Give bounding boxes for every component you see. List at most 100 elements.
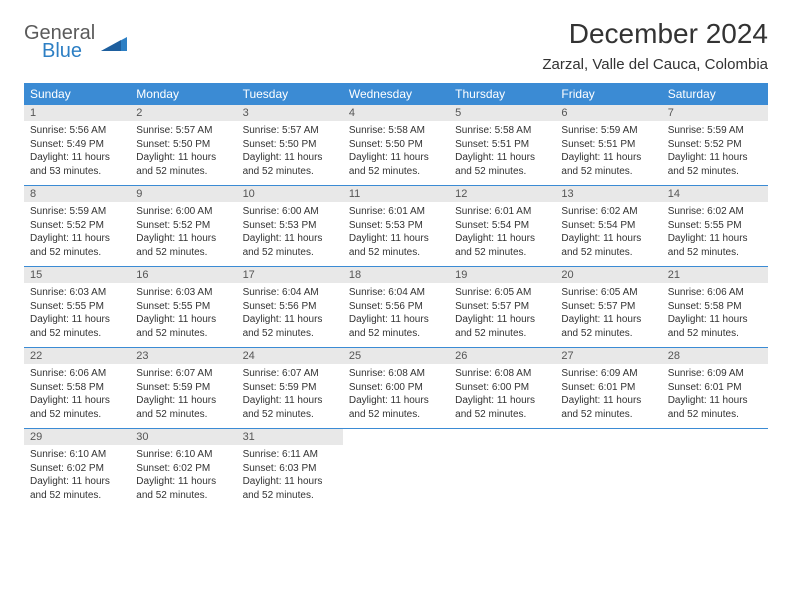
sunset-line: Sunset: 5:52 PM	[668, 138, 762, 152]
daylight-line: Daylight: 11 hours and 52 minutes.	[668, 151, 762, 178]
daylight-line: Daylight: 11 hours and 52 minutes.	[243, 394, 337, 421]
day-body: Sunrise: 6:09 AMSunset: 6:01 PMDaylight:…	[662, 364, 768, 427]
sunset-line: Sunset: 5:58 PM	[30, 381, 124, 395]
day-body: Sunrise: 6:11 AMSunset: 6:03 PMDaylight:…	[237, 445, 343, 508]
day-body: Sunrise: 6:01 AMSunset: 5:54 PMDaylight:…	[449, 202, 555, 265]
sunrise-line: Sunrise: 6:08 AM	[349, 367, 443, 381]
sunrise-line: Sunrise: 6:07 AM	[243, 367, 337, 381]
day-cell: 28Sunrise: 6:09 AMSunset: 6:01 PMDayligh…	[662, 348, 768, 428]
day-body: Sunrise: 5:59 AMSunset: 5:51 PMDaylight:…	[555, 121, 661, 184]
sunset-line: Sunset: 5:55 PM	[668, 219, 762, 233]
day-number: 31	[237, 429, 343, 445]
day-body: Sunrise: 5:57 AMSunset: 5:50 PMDaylight:…	[130, 121, 236, 184]
sunrise-line: Sunrise: 6:10 AM	[136, 448, 230, 462]
day-cell: 4Sunrise: 5:58 AMSunset: 5:50 PMDaylight…	[343, 105, 449, 185]
week-row: 15Sunrise: 6:03 AMSunset: 5:55 PMDayligh…	[24, 267, 768, 348]
sunset-line: Sunset: 5:56 PM	[243, 300, 337, 314]
daylight-line: Daylight: 11 hours and 52 minutes.	[455, 313, 549, 340]
sunset-line: Sunset: 6:01 PM	[561, 381, 655, 395]
day-cell: 5Sunrise: 5:58 AMSunset: 5:51 PMDaylight…	[449, 105, 555, 185]
day-number: 13	[555, 186, 661, 202]
weekday-tuesday: Tuesday	[237, 83, 343, 105]
day-cell: 19Sunrise: 6:05 AMSunset: 5:57 PMDayligh…	[449, 267, 555, 347]
sunset-line: Sunset: 5:59 PM	[243, 381, 337, 395]
sunset-line: Sunset: 5:50 PM	[243, 138, 337, 152]
day-cell: 16Sunrise: 6:03 AMSunset: 5:55 PMDayligh…	[130, 267, 236, 347]
sunset-line: Sunset: 5:53 PM	[349, 219, 443, 233]
daylight-line: Daylight: 11 hours and 52 minutes.	[136, 232, 230, 259]
sunrise-line: Sunrise: 6:02 AM	[561, 205, 655, 219]
sunset-line: Sunset: 5:51 PM	[561, 138, 655, 152]
day-number: 11	[343, 186, 449, 202]
sunset-line: Sunset: 6:03 PM	[243, 462, 337, 476]
sunset-line: Sunset: 5:54 PM	[455, 219, 549, 233]
day-number: 22	[24, 348, 130, 364]
day-cell: 25Sunrise: 6:08 AMSunset: 6:00 PMDayligh…	[343, 348, 449, 428]
calendar: Sunday Monday Tuesday Wednesday Thursday…	[24, 83, 768, 509]
weekday-sunday: Sunday	[24, 83, 130, 105]
daylight-line: Daylight: 11 hours and 52 minutes.	[243, 232, 337, 259]
logo-triangle-icon	[101, 33, 127, 56]
day-number: 18	[343, 267, 449, 283]
sunrise-line: Sunrise: 6:06 AM	[668, 286, 762, 300]
daylight-line: Daylight: 11 hours and 52 minutes.	[30, 394, 124, 421]
day-body: Sunrise: 6:06 AMSunset: 5:58 PMDaylight:…	[662, 283, 768, 346]
day-number: 29	[24, 429, 130, 445]
daylight-line: Daylight: 11 hours and 52 minutes.	[668, 232, 762, 259]
day-cell: 20Sunrise: 6:05 AMSunset: 5:57 PMDayligh…	[555, 267, 661, 347]
sunset-line: Sunset: 5:49 PM	[30, 138, 124, 152]
day-body: Sunrise: 5:59 AMSunset: 5:52 PMDaylight:…	[24, 202, 130, 265]
sunset-line: Sunset: 5:52 PM	[30, 219, 124, 233]
sunset-line: Sunset: 5:54 PM	[561, 219, 655, 233]
day-body: Sunrise: 5:58 AMSunset: 5:51 PMDaylight:…	[449, 121, 555, 184]
day-number: 26	[449, 348, 555, 364]
sunset-line: Sunset: 5:53 PM	[243, 219, 337, 233]
day-body: Sunrise: 6:08 AMSunset: 6:00 PMDaylight:…	[343, 364, 449, 427]
day-cell: .	[449, 429, 555, 509]
weekday-thursday: Thursday	[449, 83, 555, 105]
daylight-line: Daylight: 11 hours and 52 minutes.	[243, 313, 337, 340]
day-number: 16	[130, 267, 236, 283]
sunrise-line: Sunrise: 6:03 AM	[30, 286, 124, 300]
sunrise-line: Sunrise: 5:59 AM	[668, 124, 762, 138]
daylight-line: Daylight: 11 hours and 52 minutes.	[30, 232, 124, 259]
weekday-header-row: Sunday Monday Tuesday Wednesday Thursday…	[24, 83, 768, 105]
day-cell: 10Sunrise: 6:00 AMSunset: 5:53 PMDayligh…	[237, 186, 343, 266]
sunrise-line: Sunrise: 6:11 AM	[243, 448, 337, 462]
sunrise-line: Sunrise: 6:00 AM	[136, 205, 230, 219]
day-cell: 21Sunrise: 6:06 AMSunset: 5:58 PMDayligh…	[662, 267, 768, 347]
day-number: 23	[130, 348, 236, 364]
sunrise-line: Sunrise: 6:07 AM	[136, 367, 230, 381]
day-number: 1	[24, 105, 130, 121]
day-body: Sunrise: 6:03 AMSunset: 5:55 PMDaylight:…	[130, 283, 236, 346]
day-body: Sunrise: 6:10 AMSunset: 6:02 PMDaylight:…	[130, 445, 236, 508]
sunset-line: Sunset: 5:57 PM	[561, 300, 655, 314]
day-body: Sunrise: 6:08 AMSunset: 6:00 PMDaylight:…	[449, 364, 555, 427]
day-number: 25	[343, 348, 449, 364]
sunrise-line: Sunrise: 6:05 AM	[455, 286, 549, 300]
week-row: 29Sunrise: 6:10 AMSunset: 6:02 PMDayligh…	[24, 429, 768, 509]
day-cell: 14Sunrise: 6:02 AMSunset: 5:55 PMDayligh…	[662, 186, 768, 266]
day-cell: 23Sunrise: 6:07 AMSunset: 5:59 PMDayligh…	[130, 348, 236, 428]
daylight-line: Daylight: 11 hours and 52 minutes.	[561, 313, 655, 340]
sunset-line: Sunset: 5:59 PM	[136, 381, 230, 395]
day-number: 17	[237, 267, 343, 283]
day-body: Sunrise: 6:10 AMSunset: 6:02 PMDaylight:…	[24, 445, 130, 508]
day-number: 6	[555, 105, 661, 121]
day-cell: 3Sunrise: 5:57 AMSunset: 5:50 PMDaylight…	[237, 105, 343, 185]
day-body: Sunrise: 5:59 AMSunset: 5:52 PMDaylight:…	[662, 121, 768, 184]
day-number: 28	[662, 348, 768, 364]
weekday-saturday: Saturday	[662, 83, 768, 105]
day-body: Sunrise: 6:09 AMSunset: 6:01 PMDaylight:…	[555, 364, 661, 427]
day-cell: 30Sunrise: 6:10 AMSunset: 6:02 PMDayligh…	[130, 429, 236, 509]
day-number: 8	[24, 186, 130, 202]
day-cell: 24Sunrise: 6:07 AMSunset: 5:59 PMDayligh…	[237, 348, 343, 428]
daylight-line: Daylight: 11 hours and 52 minutes.	[30, 313, 124, 340]
daylight-line: Daylight: 11 hours and 52 minutes.	[455, 151, 549, 178]
day-body: Sunrise: 6:04 AMSunset: 5:56 PMDaylight:…	[343, 283, 449, 346]
sunrise-line: Sunrise: 6:02 AM	[668, 205, 762, 219]
day-number: 21	[662, 267, 768, 283]
sunrise-line: Sunrise: 6:04 AM	[243, 286, 337, 300]
sunset-line: Sunset: 6:00 PM	[455, 381, 549, 395]
day-body: Sunrise: 6:03 AMSunset: 5:55 PMDaylight:…	[24, 283, 130, 346]
